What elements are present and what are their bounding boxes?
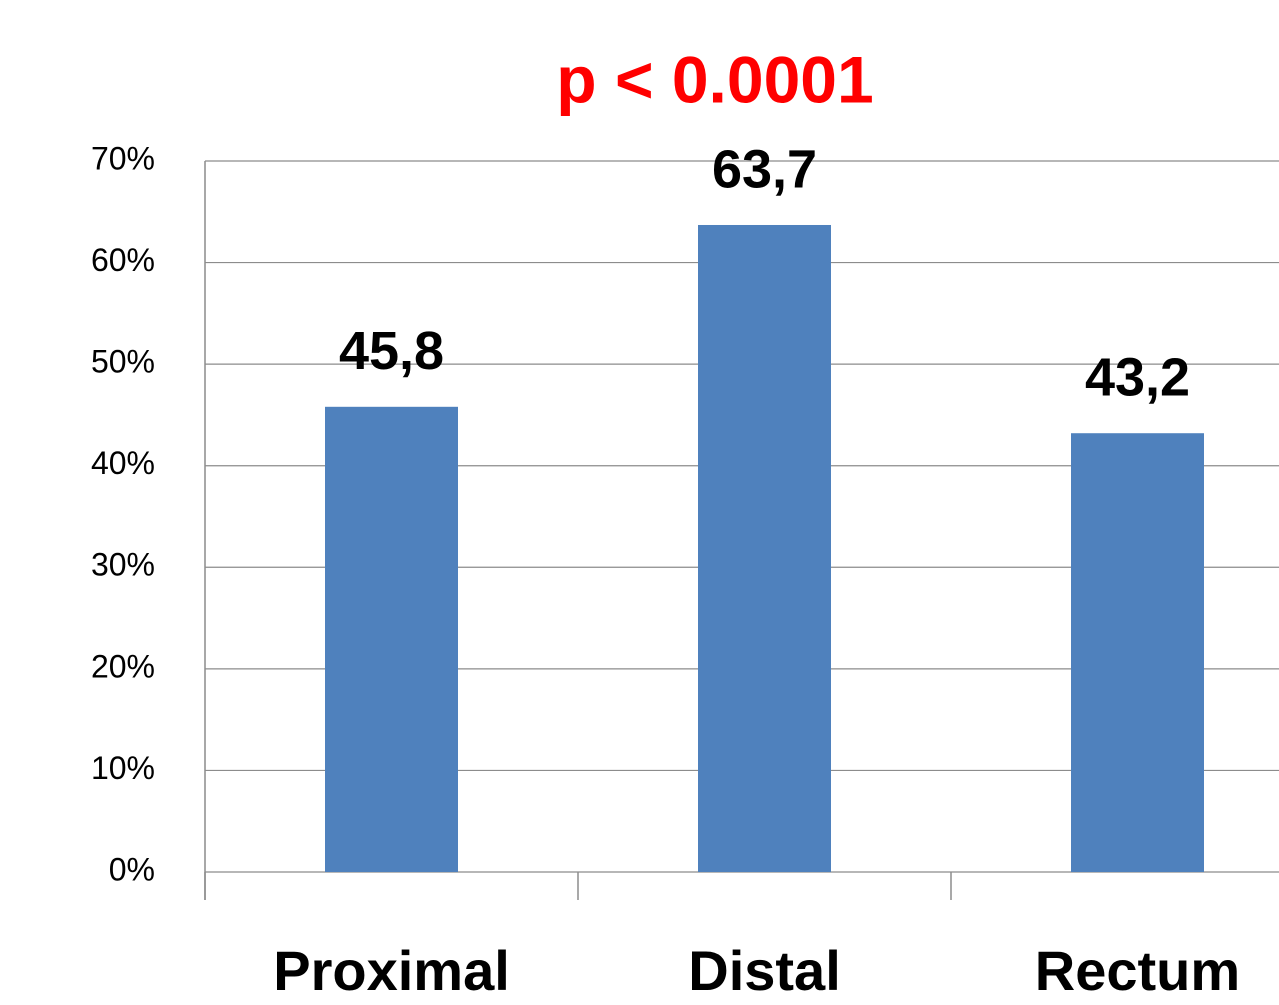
y-tick-label: 10%: [91, 750, 155, 786]
y-tick-label: 50%: [91, 344, 155, 380]
y-tick-label: 30%: [91, 547, 155, 583]
chart-title: p < 0.0001: [556, 42, 873, 116]
y-tick-label: 70%: [91, 140, 155, 176]
x-tick-label: Distal: [688, 939, 841, 1002]
value-label: 43,2: [1085, 347, 1190, 407]
y-tick-label: 0%: [109, 851, 155, 887]
bar: [1071, 433, 1204, 872]
y-tick-label: 60%: [91, 242, 155, 278]
bar: [698, 224, 831, 873]
y-tick-label: 40%: [91, 445, 155, 481]
value-label: 63,7: [712, 139, 817, 199]
value-label: 45,8: [339, 321, 444, 381]
x-tick-label: Proximal: [273, 939, 510, 1002]
y-tick-label: 20%: [91, 648, 155, 684]
x-tick-label: Rectum: [1035, 939, 1240, 1002]
bar: [325, 406, 458, 872]
